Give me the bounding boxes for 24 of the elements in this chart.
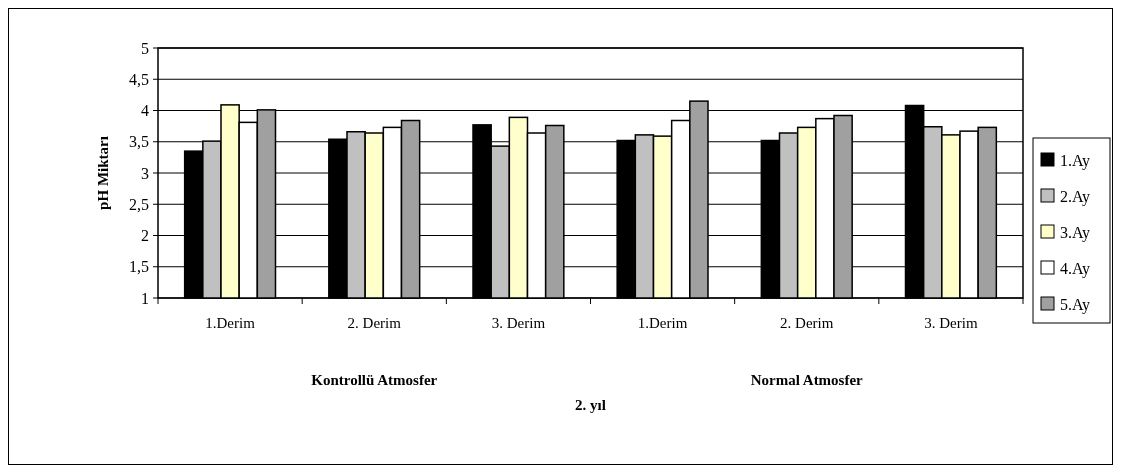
y-tick-label: 2 <box>141 227 149 245</box>
y-tick-label: 5 <box>141 39 149 57</box>
x-tick-label: 1.Derim <box>637 315 688 331</box>
legend-label: 3.Ay <box>1060 223 1091 242</box>
x-tick-label: 1.Derim <box>205 315 256 331</box>
x-axis-title: 2. yıl <box>575 397 606 413</box>
legend-label: 2.Ay <box>1060 187 1091 206</box>
x-tick-label: 3. Derim <box>491 315 546 331</box>
y-axis-title: pH Miktarı <box>95 136 111 210</box>
y-tick-label: 4,5 <box>129 70 149 88</box>
y-tick-label: 1 <box>141 289 149 307</box>
x-tick-label: 2. Derim <box>780 315 834 331</box>
text: Normal Atmosfer <box>750 372 864 388</box>
legend-label: 5.Ay <box>1060 295 1091 314</box>
legend-label: 4.Ay <box>1060 259 1091 278</box>
x-tick-label: 2. Derim <box>347 315 402 331</box>
y-tick-label: 3 <box>141 164 149 182</box>
y-tick-label: 2,5 <box>129 195 149 213</box>
text: Kontrollü Atmosfer <box>311 372 438 388</box>
y-tick-label: 1,5 <box>129 258 149 276</box>
x-tick-label: 3. Derim <box>924 315 978 331</box>
y-tick-label: 4 <box>141 102 149 120</box>
y-tick-label: 3,5 <box>129 133 149 151</box>
legend-label: 1.Ay <box>1060 151 1091 170</box>
